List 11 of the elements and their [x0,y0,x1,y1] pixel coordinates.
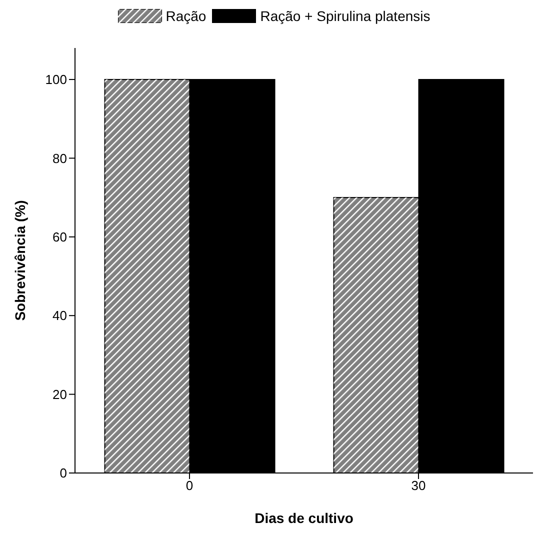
legend-label: Ração [166,8,206,24]
y-tick-label: 80 [52,150,67,166]
x-tick-label: 30 [411,478,426,494]
x-axis-title: Dias de cultivo [254,510,354,526]
y-tick-label: 40 [52,308,67,324]
y-tick-label: 0 [60,466,67,481]
y-axis-title: Sobrevivência (%) [12,200,28,321]
legend-label: Ração + Spirulina platensis [260,8,430,24]
y-tick-label: 60 [52,230,67,245]
y-tick-label: 20 [52,386,67,402]
y-tick-label: 100 [45,72,67,88]
